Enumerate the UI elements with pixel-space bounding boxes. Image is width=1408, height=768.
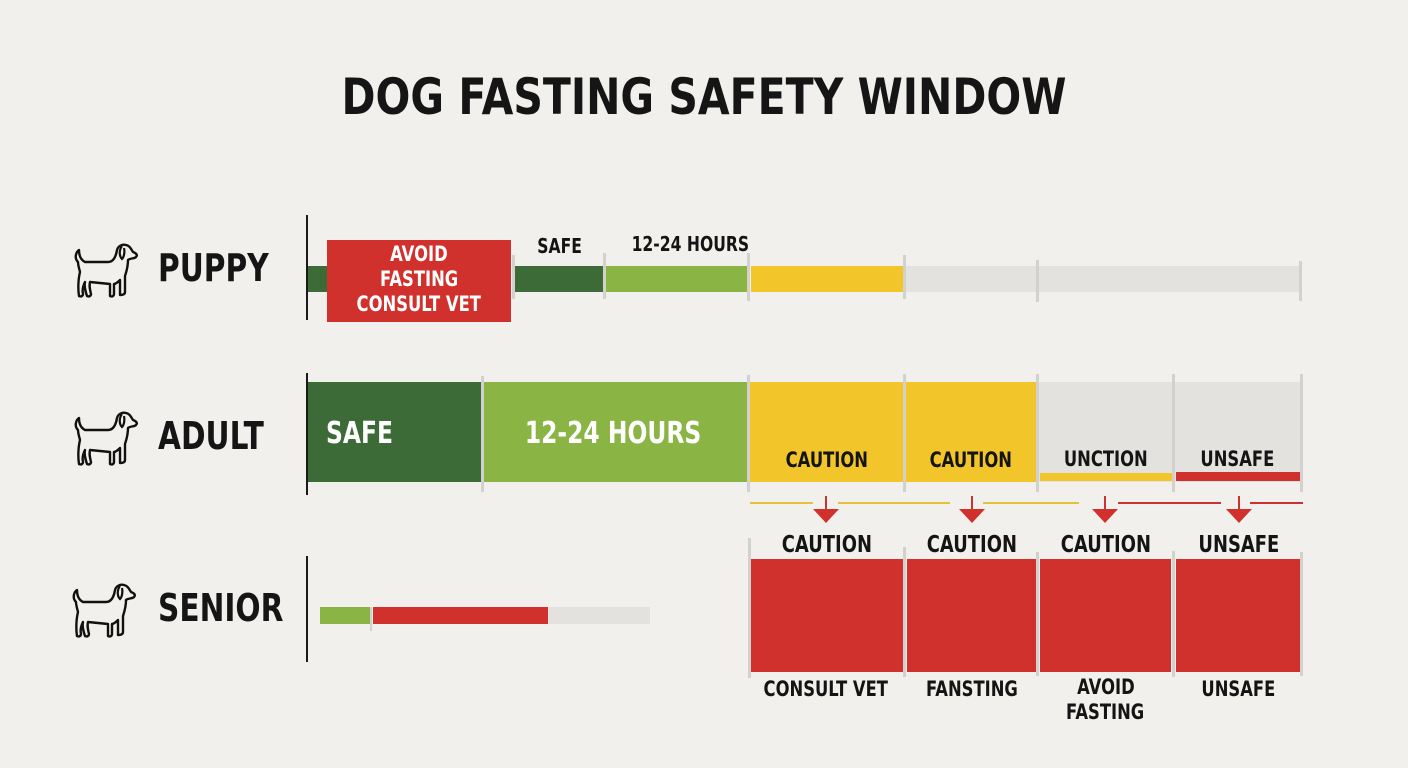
bar-segment-unsafe (373, 607, 548, 624)
row-label-adult: ADULT (158, 414, 264, 458)
bar-segment-12-24-hours (605, 266, 747, 292)
row-label-puppy: PUPPY (158, 246, 269, 290)
tick (1036, 260, 1039, 302)
arrow-down-icon (959, 509, 985, 523)
puppy-warning-box (327, 240, 511, 322)
label-safe: SAFE (537, 234, 583, 258)
unction-underline (1040, 473, 1172, 481)
label-caution: CAUTION (929, 448, 1013, 472)
tick (370, 607, 372, 631)
tick (903, 255, 906, 299)
tick (1172, 374, 1175, 492)
arrow-down-icon (1092, 509, 1118, 523)
tick (1300, 552, 1303, 676)
column-top-label: CAUTION (926, 532, 1017, 558)
puppy-warning-text: AVOID FASTING CONSULT VET (356, 242, 482, 316)
connector-line (1118, 502, 1221, 504)
page-title: DOG FASTING SAFETY WINDOW (341, 68, 1067, 126)
row-axis-adult (306, 373, 308, 495)
arrow-down-icon (813, 509, 839, 523)
tick (481, 376, 484, 492)
arrow-down-icon (1226, 509, 1252, 523)
arrow-stem (825, 496, 827, 510)
senior-column-1 (751, 559, 903, 672)
tick (747, 253, 750, 301)
column-bottom-label: AVOID FASTING (1066, 675, 1145, 724)
bar-segment-remaining (548, 607, 650, 624)
connector-line (983, 502, 1079, 504)
column-bottom-label: FANSTING (925, 677, 1018, 701)
column-bottom-label: CONSULT VET (763, 677, 889, 701)
arrow-stem (971, 496, 973, 510)
tick (1172, 551, 1175, 677)
tick (903, 547, 906, 677)
label-safe: SAFE (326, 416, 393, 451)
bar-segment-unction (1039, 382, 1172, 482)
bar-segment-unsafe (1175, 382, 1300, 482)
tick (1036, 552, 1039, 676)
connector-line (1250, 502, 1303, 504)
label-12-24-hours: 12-24 HOURS (524, 416, 702, 451)
bar-segment-safe (514, 266, 603, 292)
column-top-label: CAUTION (781, 532, 873, 558)
tick (747, 375, 750, 492)
row-label-senior: SENIOR (158, 586, 284, 630)
bar-segment-caution (906, 382, 1036, 482)
bar-segment-caution (751, 266, 903, 292)
column-top-label: UNSAFE (1198, 532, 1279, 558)
label-unction: UNCTION (1063, 447, 1148, 471)
bar-segment-safe (320, 607, 370, 624)
dog-icon (74, 411, 139, 466)
tick (1299, 261, 1302, 301)
connector-line (750, 502, 813, 504)
bar-segment-caution (750, 382, 903, 482)
column-bottom-label: UNSAFE (1201, 677, 1276, 701)
unsafe-underline (1176, 472, 1300, 481)
label-unsafe: UNSAFE (1200, 447, 1275, 471)
bar-segment-unsafe (906, 266, 1300, 292)
arrow-stem (1238, 496, 1240, 510)
dog-icon (74, 243, 139, 298)
row-axis-puppy (306, 215, 308, 320)
senior-column-2 (907, 559, 1036, 672)
dog-icon (72, 583, 137, 638)
bar-segment-safe (308, 382, 481, 482)
tick (603, 253, 606, 299)
arrow-stem (1104, 496, 1106, 510)
senior-column-3 (1040, 559, 1171, 672)
tick (512, 255, 515, 299)
column-top-label: CAUTION (1060, 532, 1151, 558)
bar-segment-12-24-hours (484, 382, 747, 482)
tick (748, 538, 751, 678)
tick (1036, 374, 1039, 492)
tick (1300, 374, 1303, 492)
bar-segment-safe (308, 266, 328, 292)
tick (903, 374, 906, 492)
row-axis-senior (306, 556, 308, 662)
connector-line (838, 502, 950, 504)
label-caution: CAUTION (785, 448, 868, 472)
senior-column-4 (1176, 559, 1301, 672)
label-12-24-hours: 12-24 HOURS (631, 232, 749, 256)
